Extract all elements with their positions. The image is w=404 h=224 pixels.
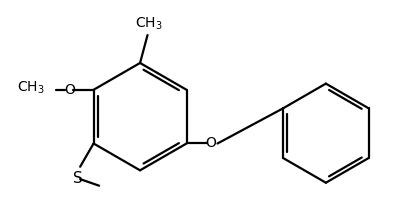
Text: O: O [205,136,216,151]
Text: O: O [64,83,75,97]
Text: CH$_3$: CH$_3$ [135,15,162,32]
Text: S: S [73,171,83,186]
Text: CH$_3$: CH$_3$ [17,80,45,96]
